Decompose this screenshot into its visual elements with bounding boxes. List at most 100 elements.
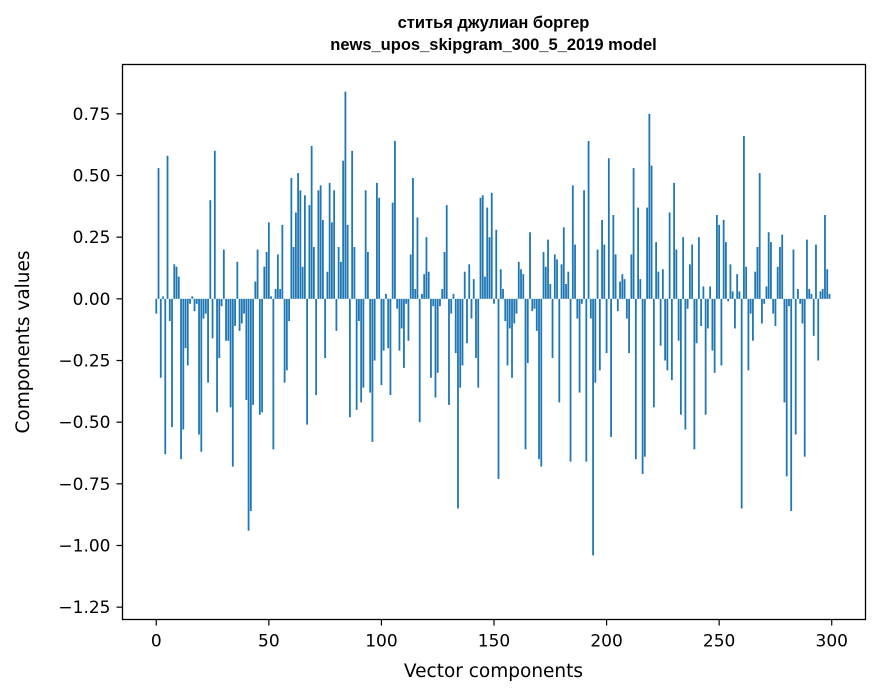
bar-241 [697, 237, 700, 299]
bar-222 [655, 242, 658, 299]
bar-234 [682, 237, 685, 299]
x-tick-label: 0 [151, 632, 162, 652]
bar-160 [515, 298, 518, 314]
bar-267 [756, 247, 759, 299]
bar-38 [240, 298, 243, 324]
bar-166 [529, 232, 531, 299]
y-tick-label: −0.50 [58, 413, 110, 433]
bar-8 [173, 264, 176, 299]
bar-164 [524, 298, 527, 450]
bar-217 [643, 298, 646, 457]
y-tick-label: 0.50 [73, 167, 111, 187]
bar-231 [675, 249, 678, 299]
y-tick-label: 0.25 [73, 228, 111, 248]
bar-28 [218, 298, 221, 359]
bar-97 [373, 298, 376, 361]
bar-88 [353, 247, 356, 299]
bar-132 [452, 293, 455, 299]
bar-246 [709, 286, 712, 299]
bar-257 [734, 298, 736, 329]
bar-47 [261, 298, 263, 413]
bar-82 [340, 261, 342, 299]
bar-44 [254, 281, 257, 299]
bar-26 [213, 150, 216, 299]
bar-283 [792, 249, 795, 299]
bar-150 [493, 298, 495, 304]
bar-104 [389, 298, 392, 396]
bar-33 [229, 298, 232, 408]
bar-171 [540, 298, 543, 467]
bar-278 [781, 234, 784, 299]
bar-224 [659, 298, 662, 346]
bar-210 [628, 298, 630, 354]
bar-244 [704, 298, 707, 415]
bar-270 [763, 298, 766, 304]
bar-17 [193, 298, 196, 312]
bar-136 [461, 298, 464, 366]
bar-71 [315, 298, 318, 396]
bar-265 [752, 298, 754, 341]
bar-70 [312, 247, 315, 299]
bar-10 [177, 276, 180, 299]
bar-41 [247, 298, 250, 531]
bar-285 [797, 288, 799, 299]
bar-167 [531, 298, 534, 312]
bar-80 [335, 298, 338, 331]
bar-126 [439, 298, 441, 307]
bar-73 [319, 185, 322, 299]
bar-91 [360, 298, 363, 403]
bar-221 [652, 298, 655, 408]
bar-194 [592, 298, 594, 556]
x-axis-ticks: 0 50 100 150 200 250 300 [151, 619, 848, 652]
x-tick-label: 50 [258, 632, 280, 652]
bar-232 [677, 298, 680, 341]
bar-144 [479, 197, 482, 299]
bar-218 [646, 207, 648, 299]
bar-114 [412, 177, 414, 299]
bar-188 [578, 298, 581, 393]
bar-96 [371, 298, 374, 442]
bar-32 [227, 298, 230, 341]
bar-120 [425, 237, 428, 299]
bar-236 [686, 298, 689, 309]
bar-7 [171, 298, 173, 428]
bar-297 [824, 214, 826, 299]
bar-254 [727, 298, 730, 302]
y-tick-label: 0.75 [73, 105, 111, 125]
bar-75 [324, 298, 327, 359]
bar-296 [821, 288, 824, 299]
bar-252 [722, 219, 725, 299]
bar-292 [812, 298, 815, 336]
bar-216 [641, 298, 644, 474]
x-tick-label: 150 [478, 632, 510, 652]
bar-239 [693, 298, 696, 450]
bar-214 [637, 207, 639, 299]
bar-274 [772, 298, 775, 314]
bar-15 [189, 298, 191, 304]
bar-177 [553, 254, 556, 299]
bar-149 [490, 192, 493, 299]
bar-6 [168, 298, 171, 322]
bar-170 [538, 298, 540, 460]
bar-271 [765, 286, 768, 299]
bar-37 [238, 298, 241, 331]
bar-56 [281, 224, 284, 299]
bar-40 [245, 298, 248, 400]
bar-63 [297, 173, 300, 299]
bar-245 [706, 298, 709, 329]
bar-247 [711, 298, 714, 351]
bar-145 [481, 195, 484, 299]
bar-251 [720, 298, 723, 366]
bar-192 [587, 140, 590, 299]
bar-238 [691, 244, 694, 299]
bar-189 [580, 298, 583, 304]
bar-212 [632, 168, 635, 299]
bar-20 [200, 298, 203, 452]
bar-54 [276, 254, 279, 299]
bar-84 [344, 91, 347, 299]
y-tick-label: −0.25 [58, 352, 110, 372]
bar-102 [385, 293, 387, 299]
bar-45 [256, 249, 259, 299]
bar-12 [182, 298, 185, 430]
bar-143 [477, 298, 480, 388]
